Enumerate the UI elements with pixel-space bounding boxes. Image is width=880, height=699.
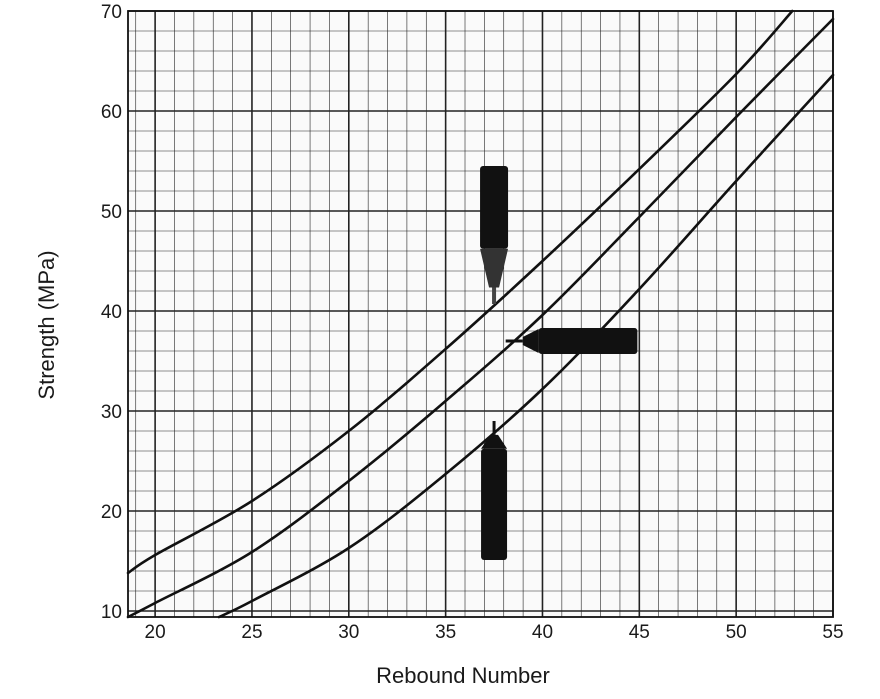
y-tick-label: 70 [101, 2, 122, 23]
grid [127, 10, 834, 618]
y-tick-label: 30 [101, 402, 122, 423]
x-tick-label: 50 [726, 622, 747, 643]
x-tick-label: 45 [629, 622, 650, 643]
plot-area [128, 11, 833, 617]
series-line-3 [217, 73, 835, 619]
x-tick-label: 40 [532, 622, 553, 643]
x-tick-label: 55 [822, 622, 843, 643]
x-tick-label: 35 [435, 622, 456, 643]
hammer-upward-icon [481, 421, 508, 560]
y-tick-label: 50 [101, 202, 122, 223]
x-tick-label: 30 [338, 622, 359, 643]
y-tick-label: 40 [101, 302, 122, 323]
y-tick-label: 60 [101, 102, 122, 123]
series-group [126, 9, 835, 619]
x-tick-label: 20 [145, 622, 166, 643]
series-line-2 [126, 17, 835, 619]
tick-labels: 20 25 30 35 40 45 50 55 10 20 30 40 50 60 70 [101, 2, 844, 643]
plot-frame [127, 10, 834, 618]
y-axis-title: Strength (MPa) [34, 250, 59, 399]
hammer-downward-icon [480, 166, 509, 304]
y-tick-label: 10 [101, 602, 122, 623]
series-line-1 [126, 9, 794, 575]
y-tick-label: 20 [101, 502, 122, 523]
hammer-icons [480, 166, 638, 560]
hammer-horizontal-icon [505, 328, 638, 354]
x-axis-title: Rebound Number [376, 663, 550, 688]
x-tick-label: 25 [241, 622, 262, 643]
